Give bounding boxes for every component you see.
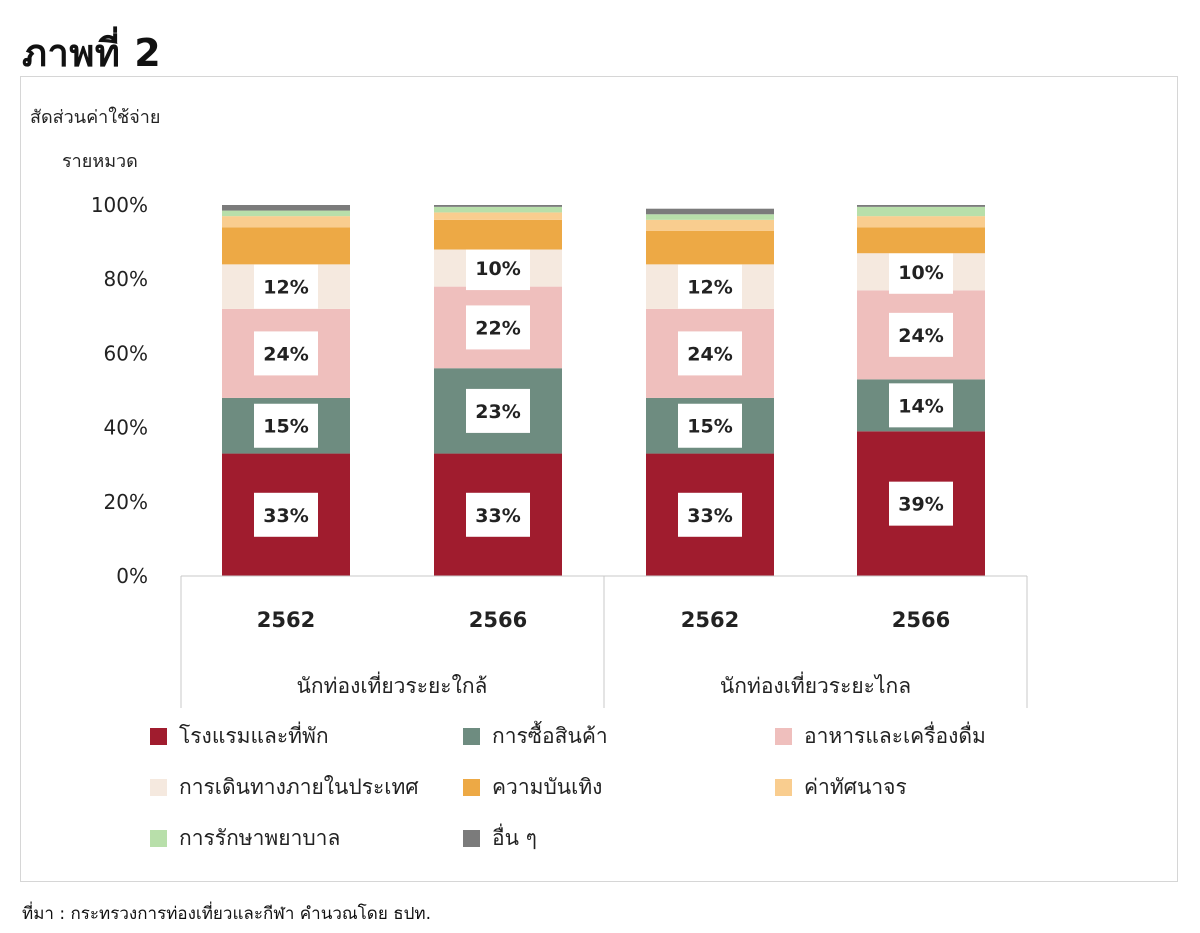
bar-segment — [646, 219, 774, 231]
bar-segment — [222, 205, 350, 211]
data-label-box — [466, 388, 530, 433]
data-label-box — [254, 264, 318, 309]
data-label: 24% — [687, 343, 732, 365]
data-label: 10% — [898, 262, 943, 284]
bar-segment — [857, 206, 985, 217]
data-label: 24% — [898, 325, 943, 347]
data-label-box — [678, 403, 742, 448]
bar-segment — [434, 219, 562, 250]
data-label-box — [466, 305, 530, 350]
y-tick-label: 20% — [104, 490, 148, 514]
bar-segment — [857, 216, 985, 228]
y-axis-title-line1: สัดส่วนค่าใช้จ่าย — [30, 107, 161, 128]
bar-segment — [646, 214, 774, 220]
y-axis-title-line2: รายหมวด — [62, 151, 138, 172]
bar-segment — [434, 205, 562, 207]
data-label: 22% — [475, 317, 520, 339]
bar-segment — [434, 206, 562, 213]
data-label-box — [678, 331, 742, 376]
figure-heading: ภาพที่ 2 — [22, 31, 162, 75]
data-label: 12% — [263, 277, 308, 299]
data-label-box — [889, 383, 953, 428]
data-label-box — [254, 403, 318, 448]
bar-segment — [646, 208, 774, 215]
data-label-box — [254, 492, 318, 537]
data-label: 14% — [898, 395, 943, 417]
x-tick-label: 2566 — [892, 608, 950, 632]
group-label: นักท่องเที่ยวระยะไกล — [720, 671, 911, 698]
x-tick-label: 2562 — [681, 608, 739, 632]
data-label-box — [466, 246, 530, 291]
y-tick-label: 80% — [104, 267, 148, 291]
data-label: 33% — [475, 505, 520, 527]
bar-segment — [434, 212, 562, 220]
bar-segment — [222, 227, 350, 265]
data-label-box — [678, 492, 742, 537]
bar-segment — [857, 205, 985, 207]
y-tick-label: 60% — [104, 341, 148, 365]
data-label-box — [889, 249, 953, 294]
data-label: 39% — [898, 494, 943, 516]
data-label: 10% — [475, 258, 520, 280]
y-tick-label: 40% — [104, 416, 148, 440]
y-tick-label: 100% — [91, 193, 148, 217]
data-label: 24% — [263, 343, 308, 365]
data-label: 15% — [263, 416, 308, 438]
data-label: 33% — [263, 505, 308, 527]
bar-segment — [646, 230, 774, 265]
data-label-box — [889, 481, 953, 526]
data-label-box — [466, 492, 530, 537]
y-tick-label: 0% — [116, 564, 148, 588]
source-note: ที่มา : กระทรวงการท่องเที่ยวและกีฬา คำนว… — [22, 904, 431, 924]
group-label: นักท่องเที่ยวระยะใกล้ — [297, 671, 488, 698]
data-label: 15% — [687, 416, 732, 438]
x-tick-label: 2566 — [469, 608, 527, 632]
bar-segment — [222, 216, 350, 228]
data-label: 23% — [475, 401, 520, 423]
data-label-box — [254, 331, 318, 376]
x-tick-label: 2562 — [257, 608, 315, 632]
bar-segment — [222, 210, 350, 217]
bar-segment — [857, 227, 985, 254]
data-label: 33% — [687, 505, 732, 527]
data-label: 12% — [687, 277, 732, 299]
chart-frame — [20, 76, 1178, 882]
data-label-box — [678, 264, 742, 309]
data-label-box — [889, 312, 953, 357]
